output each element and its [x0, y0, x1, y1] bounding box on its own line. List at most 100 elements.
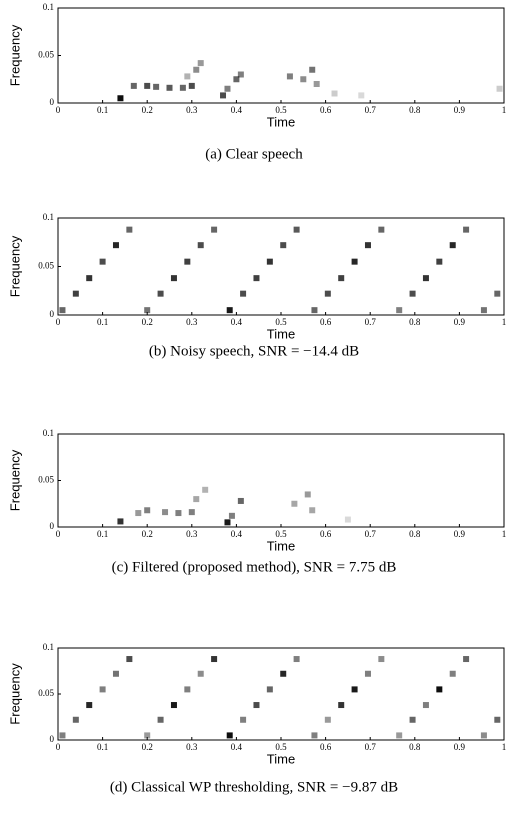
x-tick-label: 0.1 — [97, 529, 108, 539]
spectrogram-cell — [409, 716, 416, 723]
spectrogram-cell — [291, 500, 298, 507]
x-tick-label: 0.6 — [320, 529, 332, 539]
spectrogram-cell — [351, 258, 358, 265]
x-tick-label: 0.9 — [454, 529, 466, 539]
spectrogram-cell — [188, 82, 195, 89]
spectrogram-cell — [157, 716, 164, 723]
spectrogram-cell — [364, 242, 371, 249]
spectrogram-cell — [211, 226, 218, 233]
x-tick-label: 0.4 — [231, 529, 243, 539]
spectrogram-cell — [422, 275, 429, 282]
spectrogram-cell — [170, 702, 177, 709]
panel-caption: (c) Filtered (proposed method), SNR = 7.… — [112, 559, 397, 575]
spectrogram-cell — [193, 496, 200, 503]
spectrogram-cell — [188, 509, 195, 516]
spectrogram-cell — [117, 518, 124, 525]
x-tick-label: 0 — [56, 317, 61, 327]
x-tick-label: 0.2 — [142, 742, 153, 752]
spectrogram-cell — [135, 510, 142, 517]
x-tick-label: 0.8 — [409, 529, 421, 539]
x-tick-label: 0.7 — [365, 105, 377, 115]
x-tick-label: 0.9 — [454, 742, 466, 752]
spectrogram-cell — [166, 84, 173, 91]
x-tick-label: 1 — [502, 317, 507, 327]
spectrogram-cell — [331, 90, 338, 97]
spectrogram-cell — [202, 486, 209, 493]
y-tick-label: 0 — [50, 521, 55, 531]
spectrogram-cell — [494, 716, 501, 723]
spectrogram-cell — [162, 509, 169, 516]
x-tick-label: 0.6 — [320, 105, 332, 115]
spectrogram-cell — [112, 670, 119, 677]
x-tick-label: 1 — [502, 742, 507, 752]
spectrogram-cell — [157, 290, 164, 297]
x-tick-label: 0.6 — [320, 317, 332, 327]
y-axis-label: Frequency — [7, 24, 22, 86]
spectrogram-cell — [197, 242, 204, 249]
x-tick-label: 0.9 — [454, 317, 466, 327]
spectrogram-cell — [324, 290, 331, 297]
x-tick-label: 0.6 — [320, 742, 332, 752]
spectrogram-cell — [99, 686, 106, 693]
x-tick-label: 0.4 — [231, 105, 243, 115]
y-tick-label: 0.05 — [38, 475, 54, 485]
spectrogram-cell — [59, 307, 66, 314]
y-tick-label: 0 — [50, 97, 55, 107]
spectrogram-cell — [224, 85, 231, 92]
spectrogram-cell — [253, 702, 260, 709]
x-tick-label: 0.2 — [142, 105, 153, 115]
spectrogram-cell — [126, 656, 133, 663]
spectrogram-cell — [422, 702, 429, 709]
x-tick-label: 0.7 — [365, 742, 377, 752]
spectrogram-cell — [179, 84, 186, 91]
spectrogram-cell — [266, 686, 273, 693]
y-tick-label: 0.05 — [38, 688, 54, 698]
spectrogram-cell — [311, 307, 318, 314]
spectrogram-cell — [266, 258, 273, 265]
spectrogram-cell — [126, 226, 133, 233]
spectrogram-cell — [293, 226, 300, 233]
panel-caption: (a) Clear speech — [205, 146, 303, 162]
spectrogram-cell — [311, 732, 318, 739]
spectrogram-cell — [224, 519, 231, 526]
spectrogram-cell — [351, 686, 358, 693]
spectrogram-cell — [496, 85, 503, 92]
spectrogram-cell — [86, 702, 93, 709]
spectrogram-cell — [324, 716, 331, 723]
spectrogram-cell — [144, 507, 151, 514]
x-tick-label: 0.2 — [142, 317, 153, 327]
x-tick-label: 0.3 — [186, 529, 198, 539]
plot-frame — [57, 433, 505, 528]
spectrogram-cell — [463, 656, 470, 663]
spectrogram-cell — [226, 732, 233, 739]
spectrogram-cell — [99, 258, 106, 265]
x-tick-label: 1 — [502, 105, 507, 115]
x-tick-label: 0.5 — [275, 529, 287, 539]
spectrogram-cell — [193, 66, 200, 73]
spectrogram-cell — [286, 73, 293, 80]
x-tick-label: 0.9 — [454, 105, 466, 115]
x-tick-label: 0.3 — [186, 742, 198, 752]
spectrogram-cell — [338, 275, 345, 282]
spectrogram-cell — [240, 290, 247, 297]
spectrogram-cell — [344, 516, 351, 523]
spectrogram-cell — [226, 307, 233, 314]
plot-frame — [57, 647, 505, 741]
spectrogram-cell — [280, 242, 287, 249]
y-tick-label: 0.1 — [43, 212, 54, 222]
spectrogram-cell — [237, 497, 244, 504]
panel-caption: (b) Noisy speech, SNR = −14.4 dB — [149, 343, 359, 359]
x-tick-label: 1 — [502, 529, 507, 539]
spectrogram-cell — [130, 82, 137, 89]
spectrogram-cell — [293, 656, 300, 663]
spectrogram-cell — [144, 82, 151, 89]
y-tick-label: 0.05 — [38, 50, 54, 60]
spectrogram-cell — [153, 83, 160, 90]
spectrogram-cell — [237, 71, 244, 78]
spectrogram-cell — [313, 81, 320, 87]
spectrogram-cell — [220, 92, 227, 99]
spectrogram-cell — [378, 226, 385, 233]
x-tick-label: 0.8 — [409, 317, 421, 327]
spectrogram-cell — [480, 307, 487, 314]
